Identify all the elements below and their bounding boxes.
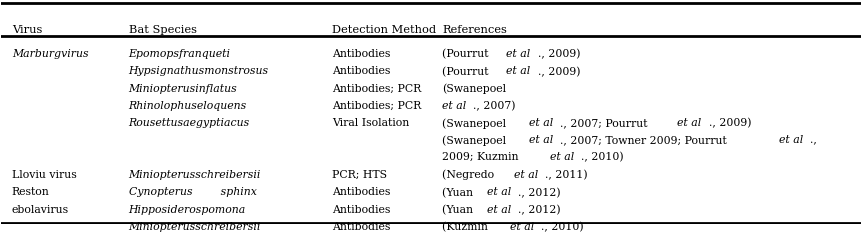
- Text: et al: et al: [529, 135, 553, 145]
- Text: References: References: [442, 25, 506, 35]
- Text: Miniopterusschreibersii: Miniopterusschreibersii: [128, 170, 261, 180]
- Text: et al: et al: [442, 101, 466, 111]
- Text: ., 2010): ., 2010): [580, 152, 623, 163]
- Text: Hypsignathusmonstrosus: Hypsignathusmonstrosus: [128, 66, 269, 77]
- Text: Detection Method: Detection Method: [331, 25, 436, 35]
- Text: Antibodies: Antibodies: [331, 49, 390, 59]
- Text: Lloviu virus: Lloviu virus: [12, 170, 77, 180]
- Text: (Pourrut: (Pourrut: [442, 49, 492, 60]
- Text: et al: et al: [486, 187, 511, 197]
- Text: Bat Species: Bat Species: [128, 25, 196, 35]
- Text: (Yuan: (Yuan: [442, 205, 476, 215]
- Text: Antibodies: Antibodies: [331, 205, 390, 215]
- Text: (Swanepoel: (Swanepoel: [442, 118, 509, 128]
- Text: ., 2011): ., 2011): [544, 170, 587, 180]
- Text: .,: .,: [809, 135, 816, 145]
- Text: ., 2010): ., 2010): [541, 222, 583, 232]
- Text: ., 2007): ., 2007): [473, 101, 515, 111]
- Text: Marburgvirus: Marburgvirus: [12, 49, 88, 59]
- Text: et al: et al: [549, 152, 573, 162]
- Text: et al: et al: [506, 49, 530, 59]
- Text: ., 2012): ., 2012): [517, 205, 560, 215]
- Text: Hipposiderospomona: Hipposiderospomona: [128, 205, 245, 215]
- Text: et al: et al: [778, 135, 802, 145]
- Text: Virus: Virus: [12, 25, 42, 35]
- Text: (Yuan: (Yuan: [442, 187, 476, 198]
- Text: et al: et al: [510, 222, 534, 232]
- Text: et al: et al: [486, 205, 511, 215]
- Text: Antibodies; PCR: Antibodies; PCR: [331, 84, 421, 94]
- Text: (Swanepoel: (Swanepoel: [442, 135, 509, 146]
- Text: (Pourrut: (Pourrut: [442, 66, 492, 77]
- Text: Antibodies: Antibodies: [331, 222, 390, 232]
- Text: ., 2007; Towner 2009; Pourrut: ., 2007; Towner 2009; Pourrut: [560, 135, 730, 145]
- Text: Viral Isolation: Viral Isolation: [331, 118, 409, 128]
- Text: Rhinolophuseloquens: Rhinolophuseloquens: [128, 101, 246, 111]
- Text: Antibodies; PCR: Antibodies; PCR: [331, 101, 421, 111]
- Text: (Kuzmin: (Kuzmin: [442, 222, 494, 232]
- Text: ., 2007; Pourrut: ., 2007; Pourrut: [560, 118, 651, 128]
- Text: et al: et al: [529, 118, 553, 128]
- Text: ., 2012): ., 2012): [517, 187, 560, 198]
- Text: ., 2009): ., 2009): [708, 118, 750, 128]
- Text: (Negredo: (Negredo: [442, 170, 497, 180]
- Text: Rousettusaegyptiacus: Rousettusaegyptiacus: [128, 118, 250, 128]
- Text: Antibodies: Antibodies: [331, 66, 390, 77]
- Text: et al: et al: [506, 66, 530, 77]
- Text: Epomopsfranqueti: Epomopsfranqueti: [128, 49, 230, 59]
- Text: ebolavirus: ebolavirus: [12, 205, 69, 215]
- Text: ., 2009): ., 2009): [537, 49, 579, 60]
- Text: et al: et al: [677, 118, 701, 128]
- Text: ., 2009): ., 2009): [537, 66, 579, 77]
- Text: Reston: Reston: [12, 187, 49, 197]
- Text: 2009; Kuzmin: 2009; Kuzmin: [442, 152, 525, 162]
- Text: et al: et al: [513, 170, 537, 180]
- Text: (Swanepoel: (Swanepoel: [442, 84, 505, 94]
- Text: Miniopterusinflatus: Miniopterusinflatus: [128, 84, 237, 94]
- Text: Miniopterusschreibersii: Miniopterusschreibersii: [128, 222, 261, 232]
- Text: Antibodies: Antibodies: [331, 187, 390, 197]
- Text: Cynopterus        sphinx: Cynopterus sphinx: [128, 187, 256, 197]
- Text: PCR; HTS: PCR; HTS: [331, 170, 387, 180]
